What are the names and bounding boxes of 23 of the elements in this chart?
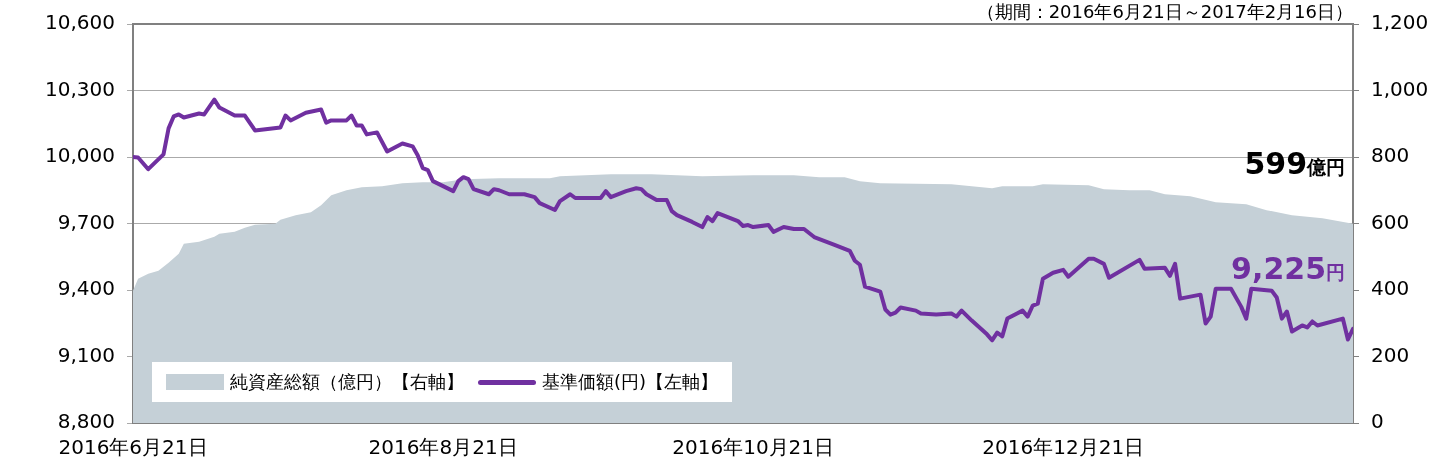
x-tick-label: 2016年10月21日 [672, 435, 835, 460]
x-tick-label: 2016年8月21日 [368, 435, 518, 460]
y2-tick-label: 0 [1371, 409, 1384, 434]
y-tick-label: 9,100 [57, 342, 115, 367]
y2-tick-label: 800 [1371, 143, 1410, 168]
legend-label: 基準価額(円)【左軸】 [542, 370, 719, 394]
y-tick-label: 9,400 [57, 276, 115, 301]
x-tick-label: 2016年6月21日 [58, 435, 208, 460]
y-tick-label: 10,000 [45, 143, 115, 168]
y2-tick-label: 400 [1371, 276, 1410, 301]
y2-tick-label: 1,200 [1371, 10, 1429, 35]
y-tick-label: 9,700 [57, 209, 115, 234]
y2-tick-label: 200 [1371, 342, 1410, 367]
annotation: 9,225円 [1231, 250, 1345, 286]
x-tick-label: 2016年12月21日 [982, 435, 1145, 460]
y2-tick-label: 1,000 [1371, 76, 1429, 101]
chart-subtitle: （期間：2016年6月21日～2017年2月16日） [976, 0, 1353, 24]
y2-tick-label: 600 [1371, 209, 1410, 234]
y-tick-label: 8,800 [57, 409, 115, 434]
y-tick-label: 10,600 [45, 10, 115, 35]
y-tick-label: 10,300 [45, 76, 115, 101]
series-label: 純資産総額（億円）【右軸】 [230, 370, 464, 394]
annotation: 599億円 [1244, 145, 1345, 181]
